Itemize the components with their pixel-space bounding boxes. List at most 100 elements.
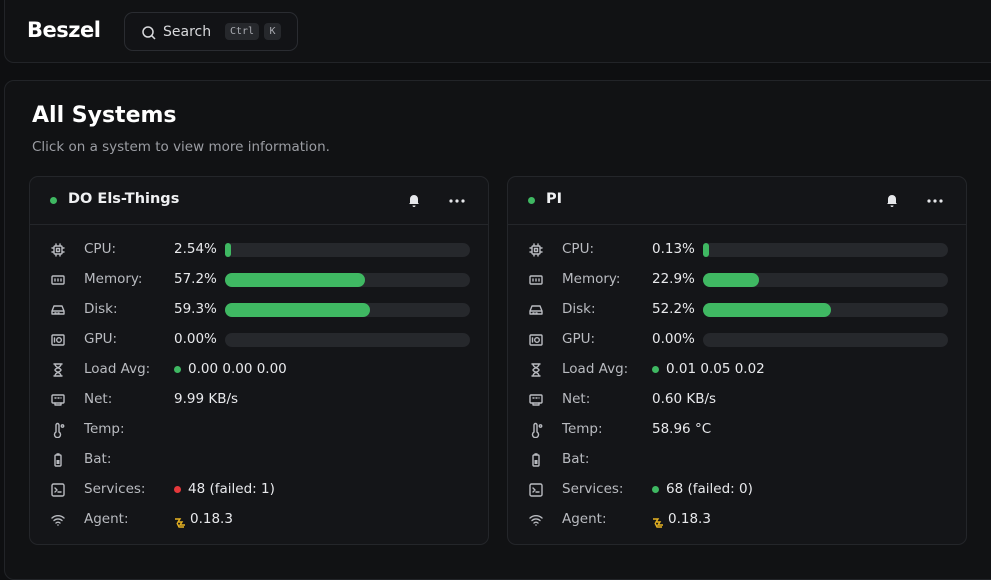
system-name: DO Els-Things — [68, 191, 180, 207]
row-icon — [528, 482, 544, 502]
row-icon — [50, 302, 66, 322]
row-icon — [528, 332, 544, 352]
row-icon — [50, 332, 66, 352]
search-placeholder: Search — [163, 24, 212, 40]
row-value: 59.3% — [174, 301, 217, 317]
row-icon — [50, 482, 66, 502]
row-icon — [50, 242, 66, 262]
row-icon-graphic — [529, 305, 543, 315]
system-name: PI — [546, 191, 563, 207]
alerts-button[interactable] — [884, 192, 900, 212]
row-icon — [50, 362, 66, 382]
meter-track — [703, 243, 948, 257]
row-icon-graphic — [529, 334, 543, 346]
row-label: GPU: — [562, 331, 596, 347]
meter-track — [703, 303, 948, 317]
row-label: Disk: — [84, 301, 118, 317]
row-value: 52.2% — [652, 301, 695, 317]
row-icon-graphic — [51, 275, 65, 285]
row-icon-graphic — [531, 422, 543, 439]
row-label: Disk: — [562, 301, 596, 317]
row-icon — [50, 452, 66, 472]
row-value: 57.2% — [174, 271, 217, 287]
meter-bar — [703, 273, 760, 287]
page-title: All Systems — [32, 103, 177, 128]
row-value: 0.00% — [174, 331, 217, 347]
alerts-button-graphic — [409, 195, 419, 207]
meter-bar — [225, 273, 366, 287]
meter-bar — [225, 303, 371, 317]
row-label: CPU: — [562, 241, 594, 257]
row-value: 58.96 °C — [652, 421, 712, 437]
row-icon-graphic — [51, 394, 65, 406]
row-icon — [528, 272, 544, 292]
meter-track — [225, 303, 470, 317]
row-icon — [50, 512, 66, 532]
row-value: 48 (failed: 1) — [188, 481, 275, 497]
status-dot — [652, 366, 659, 373]
separator — [30, 224, 488, 225]
agent-icon — [652, 514, 664, 533]
row-label: Load Avg: — [562, 361, 629, 377]
row-label: Memory: — [562, 271, 621, 287]
row-icon-graphic — [51, 305, 65, 315]
agent-icon — [174, 514, 186, 533]
row-value: 0.00 0.00 0.00 — [188, 361, 287, 377]
row-value: 0.01 0.05 0.02 — [666, 361, 765, 377]
row-value: 2.54% — [174, 241, 217, 257]
meter-track — [225, 243, 470, 257]
row-label: Temp: — [562, 421, 603, 437]
row-icon — [50, 422, 66, 442]
menu-button[interactable] — [448, 193, 466, 213]
row-label: Load Avg: — [84, 361, 151, 377]
row-icon-graphic — [529, 275, 543, 285]
alerts-button[interactable] — [406, 192, 422, 212]
row-label: Bat: — [84, 451, 112, 467]
shortcut-key: Ctrl — [225, 23, 259, 40]
row-icon — [528, 302, 544, 322]
row-icon-graphic — [51, 483, 65, 497]
status-dot — [174, 366, 181, 373]
meter-bar — [703, 303, 831, 317]
row-value: 68 (failed: 0) — [666, 481, 753, 497]
row-icon-graphic — [529, 394, 543, 406]
meter-track — [703, 273, 948, 287]
row-icon — [50, 272, 66, 292]
row-label: CPU: — [84, 241, 116, 257]
row-label: Services: — [562, 481, 624, 497]
row-label: Agent: — [562, 511, 607, 527]
search-button[interactable]: Search Ctrl K — [124, 12, 298, 51]
agent-icon-graphic — [653, 518, 663, 528]
meter-bar — [225, 243, 232, 257]
row-label: Net: — [84, 391, 113, 407]
row-icon — [528, 242, 544, 262]
alerts-button-graphic — [887, 195, 897, 207]
row-value: 0.13% — [652, 241, 695, 257]
menu-button[interactable] — [926, 193, 944, 213]
system-card[interactable]: DO Els-Things CPU: 2.54% Memory: 57.2% Disk: 5… — [29, 176, 489, 545]
system-card[interactable]: PI CPU: 0.13% Memory: 22.9% Disk: 52.2% GPU: 0.0… — [507, 176, 967, 545]
status-dot — [652, 486, 659, 493]
row-label: Temp: — [84, 421, 125, 437]
row-label: Net: — [562, 391, 591, 407]
meter-track — [703, 333, 948, 347]
agent-icon-graphic — [175, 518, 185, 528]
row-label: Agent: — [84, 511, 129, 527]
status-dot — [50, 197, 57, 204]
row-icon — [528, 422, 544, 442]
status-dot — [174, 486, 181, 493]
row-label: Memory: — [84, 271, 143, 287]
row-icon-graphic — [51, 334, 65, 346]
status-dot — [528, 197, 535, 204]
page: Beszel Search Ctrl K All Systems Click o… — [4, 0, 991, 580]
menu-button-graphic — [927, 199, 943, 203]
row-icon-graphic — [532, 453, 540, 467]
row-icon-graphic — [529, 243, 543, 257]
shortcut-key: K — [264, 23, 281, 40]
logo[interactable]: Beszel — [27, 18, 101, 42]
separator — [508, 224, 966, 225]
meter-track — [225, 333, 470, 347]
row-value: 0.00% — [652, 331, 695, 347]
row-label: GPU: — [84, 331, 118, 347]
row-icon — [528, 392, 544, 412]
